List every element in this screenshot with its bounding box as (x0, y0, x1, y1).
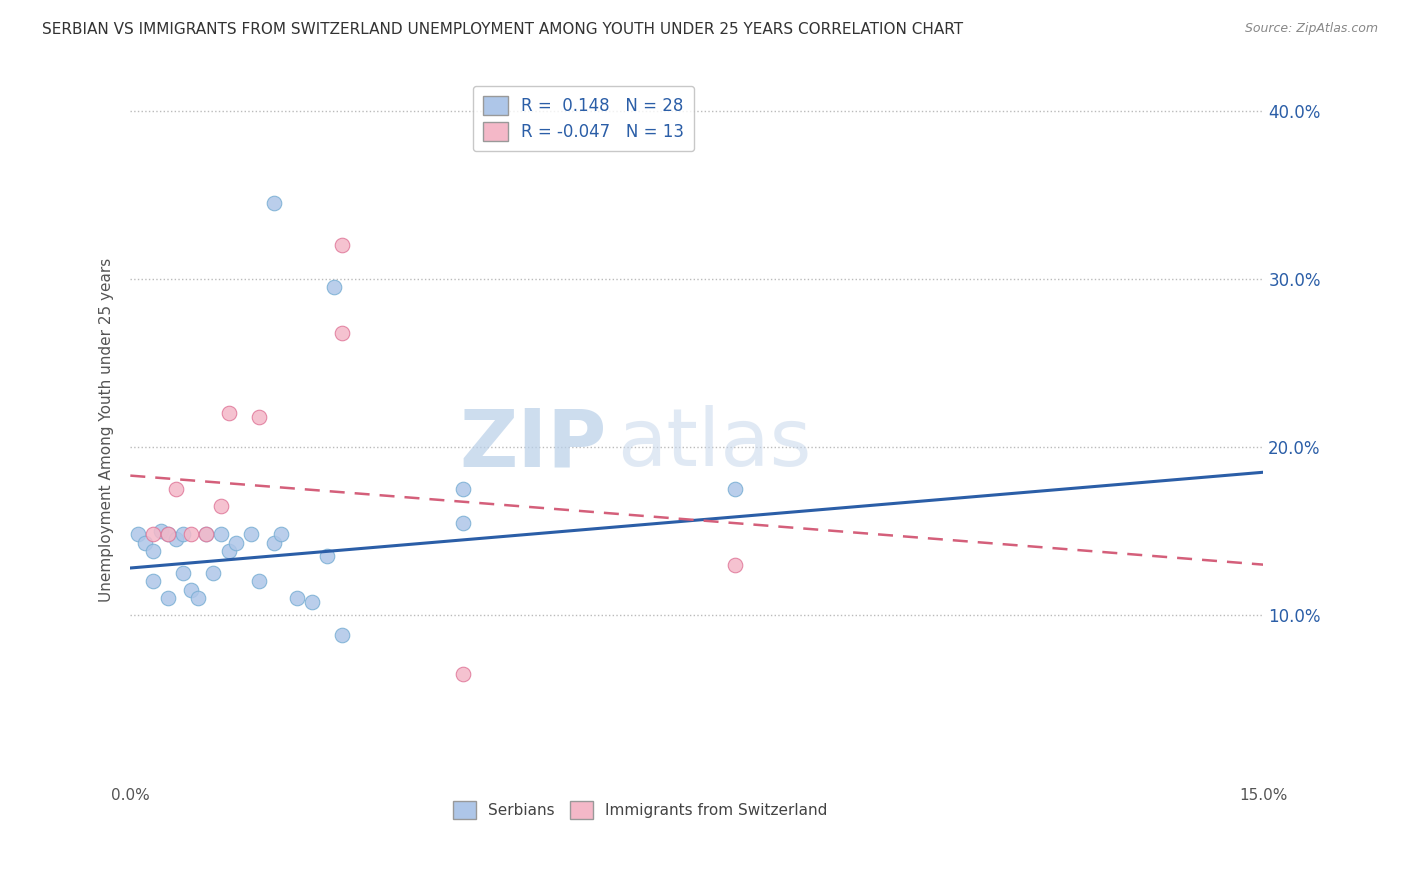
Point (451, 666, 474, 681)
Point (157, 527, 180, 541)
Point (247, 409, 270, 424)
Point (180, 527, 202, 541)
Point (187, 591, 209, 606)
Y-axis label: Unemployment Among Youth under 25 years: Unemployment Among Youth under 25 years (100, 258, 114, 602)
Point (202, 566, 225, 580)
Point (209, 499, 232, 513)
Point (285, 591, 308, 606)
Point (157, 527, 180, 541)
Point (451, 516, 474, 530)
Point (142, 527, 165, 541)
Point (172, 527, 194, 541)
Text: SERBIAN VS IMMIGRANTS FROM SWITZERLAND UNEMPLOYMENT AMONG YOUTH UNDER 25 YEARS C: SERBIAN VS IMMIGRANTS FROM SWITZERLAND U… (42, 22, 963, 37)
Point (194, 527, 217, 541)
Point (194, 527, 217, 541)
Point (157, 591, 180, 606)
Point (315, 549, 337, 564)
Point (323, 280, 346, 294)
Point (127, 527, 149, 541)
Point (165, 533, 187, 547)
Point (180, 582, 202, 597)
Point (142, 574, 165, 589)
Point (240, 527, 263, 541)
Point (263, 196, 285, 211)
Point (209, 527, 232, 541)
Point (330, 628, 353, 642)
Point (134, 536, 156, 550)
Point (218, 544, 240, 558)
Text: Source: ZipAtlas.com: Source: ZipAtlas.com (1244, 22, 1378, 36)
Point (149, 524, 172, 538)
Point (225, 536, 247, 550)
Point (165, 482, 187, 496)
Point (451, 482, 474, 496)
Legend: Serbians, Immigrants from Switzerland: Serbians, Immigrants from Switzerland (447, 795, 834, 825)
Point (142, 544, 165, 558)
Point (247, 574, 270, 589)
Point (723, 482, 745, 496)
Text: atlas: atlas (617, 405, 811, 483)
Point (172, 566, 194, 580)
Point (218, 406, 240, 420)
Point (263, 536, 285, 550)
Point (330, 238, 353, 252)
Point (270, 527, 292, 541)
Point (330, 326, 353, 340)
Text: ZIP: ZIP (458, 405, 606, 483)
Point (301, 594, 323, 608)
Point (723, 558, 745, 572)
